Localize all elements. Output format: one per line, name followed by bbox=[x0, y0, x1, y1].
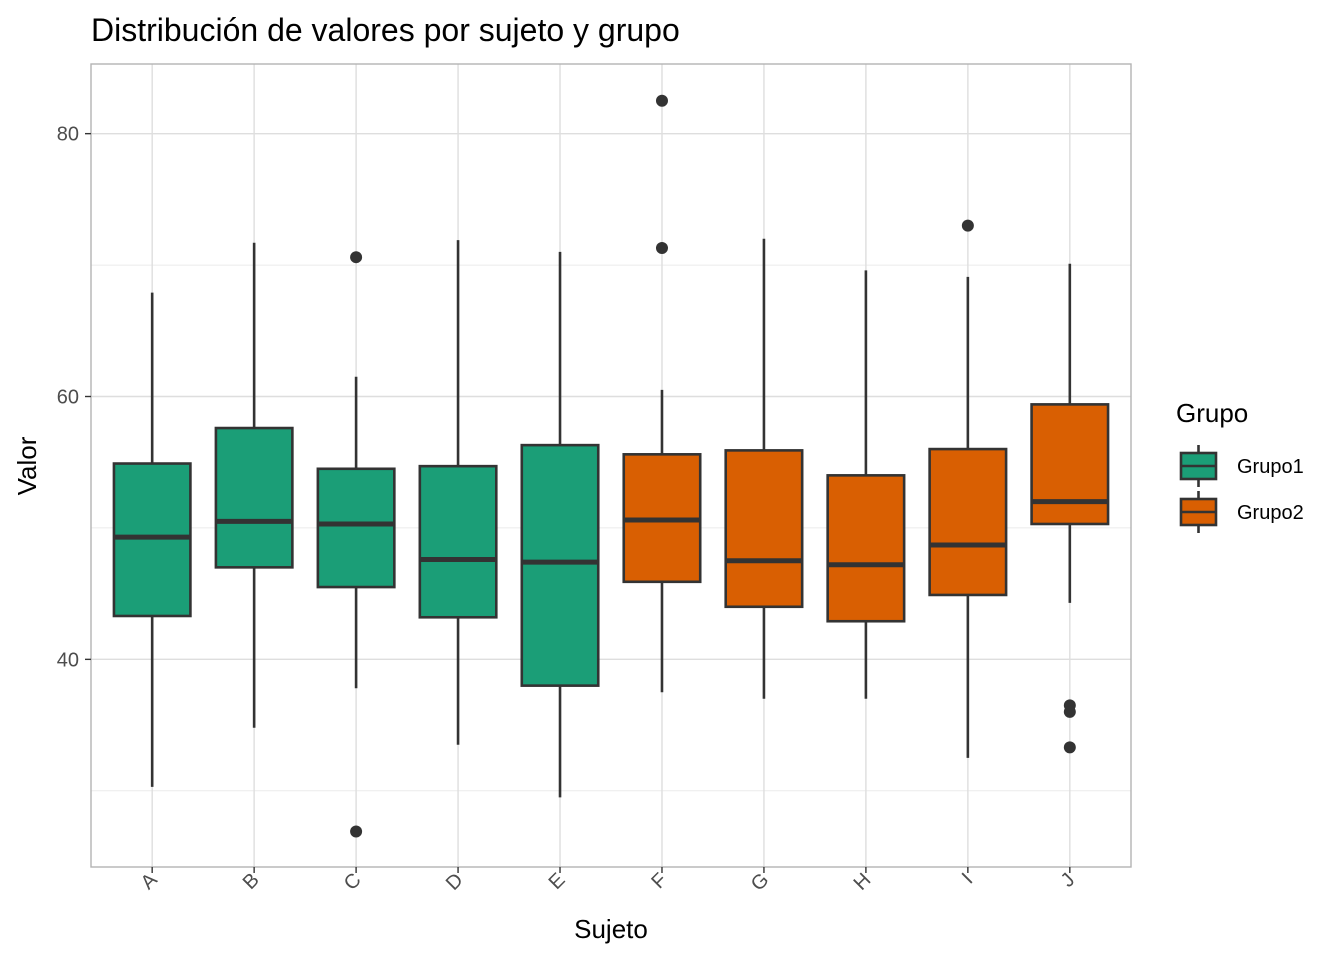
box-series bbox=[112, 94, 1110, 838]
x-tick-label: C bbox=[340, 869, 366, 895]
box-I bbox=[928, 219, 1008, 758]
box-body bbox=[724, 449, 804, 609]
legend-label: Grupo1 bbox=[1237, 456, 1304, 478]
box-body bbox=[418, 464, 498, 619]
box-G bbox=[724, 238, 804, 699]
x-axis-title: Sujeto bbox=[574, 914, 648, 944]
legend-item-Grupo2: Grupo2 bbox=[1179, 491, 1304, 533]
y-tick-label: 60 bbox=[57, 387, 79, 409]
outlier-point bbox=[350, 251, 363, 264]
box-J bbox=[1030, 263, 1110, 754]
plot-border bbox=[90, 63, 1132, 868]
box-H bbox=[826, 270, 906, 699]
y-axis: 40 60 80 bbox=[57, 124, 91, 671]
x-tick-label: A bbox=[137, 869, 162, 894]
outlier-point bbox=[350, 825, 363, 838]
box-body bbox=[214, 426, 294, 569]
chart-title: Distribución de valores por sujeto y gru… bbox=[91, 12, 680, 48]
y-tick-label: 40 bbox=[57, 649, 79, 671]
box-body bbox=[1030, 403, 1110, 526]
x-tick-label: B bbox=[239, 869, 264, 894]
outlier-point bbox=[1063, 705, 1076, 718]
box-body bbox=[928, 447, 1008, 597]
outlier-point bbox=[655, 241, 668, 254]
outlier-point bbox=[655, 94, 668, 107]
box-D bbox=[418, 240, 498, 745]
x-tick-label: D bbox=[442, 869, 468, 895]
legend: Grupo Grupo1 Grupo2 bbox=[1176, 398, 1304, 533]
box-C bbox=[316, 251, 396, 838]
box-body bbox=[826, 474, 906, 623]
box-B bbox=[214, 242, 294, 728]
y-axis-title: Valor bbox=[12, 436, 42, 495]
x-tick-label: H bbox=[850, 869, 876, 895]
legend-label: Grupo2 bbox=[1237, 502, 1304, 524]
y-tick-label: 80 bbox=[57, 124, 79, 146]
x-tick-label: J bbox=[1057, 869, 1080, 892]
legend-item-Grupo1: Grupo1 bbox=[1179, 445, 1304, 487]
x-tick-label: G bbox=[747, 869, 774, 896]
box-body bbox=[112, 462, 192, 618]
x-tick-label: E bbox=[545, 869, 570, 894]
x-tick-label: F bbox=[647, 869, 671, 893]
legend-title: Grupo bbox=[1176, 398, 1248, 428]
box-body bbox=[520, 443, 600, 687]
box-body bbox=[316, 467, 396, 589]
box-F bbox=[622, 94, 702, 693]
box-A bbox=[112, 292, 192, 787]
outlier-point bbox=[961, 219, 974, 232]
box-E bbox=[520, 251, 600, 798]
outlier-point bbox=[1063, 741, 1076, 754]
